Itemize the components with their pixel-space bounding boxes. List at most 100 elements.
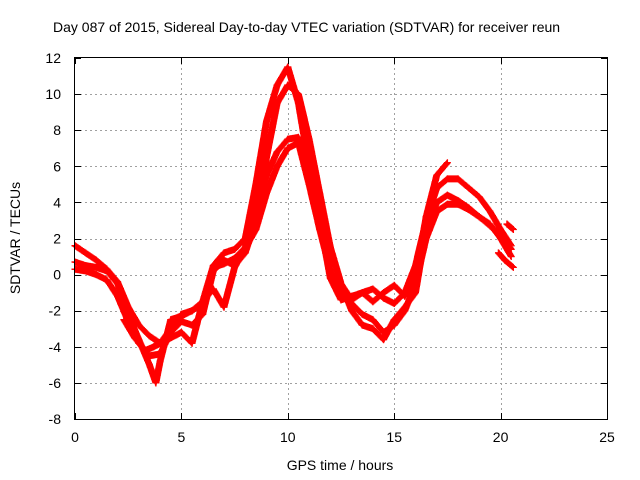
data-point [369, 325, 377, 333]
data-point [145, 332, 153, 340]
data-point [305, 135, 313, 143]
data-point [92, 256, 100, 264]
x-tick-label-2: 10 [280, 429, 296, 445]
data-point [326, 244, 334, 252]
x-tick-label-5: 25 [599, 429, 615, 445]
x-tick-label-4: 20 [493, 429, 509, 445]
data-point [252, 180, 260, 188]
data-point [305, 180, 313, 188]
data-point [167, 316, 175, 324]
y-tick-label-5: 2 [53, 231, 61, 247]
y-tick-label-2: -4 [49, 339, 62, 355]
data-point [326, 267, 334, 275]
data-point [135, 321, 143, 329]
data-point [475, 213, 483, 221]
data-point [358, 321, 366, 329]
data-point [501, 256, 509, 264]
data-point [92, 263, 100, 271]
data-point [220, 249, 228, 257]
data-point [263, 189, 271, 197]
data-point [358, 310, 366, 318]
data-point [199, 298, 207, 306]
data-point [486, 207, 494, 215]
y-tick-label-9: 10 [45, 86, 61, 102]
x-tick-label-3: 15 [386, 429, 402, 445]
series-trace-5 [494, 249, 517, 271]
data-point [443, 200, 451, 208]
data-point [401, 307, 409, 315]
data-point [188, 339, 196, 347]
data-point [433, 171, 441, 179]
data-point [103, 276, 111, 284]
data-point [82, 267, 90, 275]
x-tick-label-1: 5 [178, 429, 186, 445]
data-point [422, 235, 430, 242]
data-point [433, 198, 441, 206]
data-points [71, 63, 517, 387]
data-point [231, 245, 239, 253]
chart-title: Day 087 of 2015, Sidereal Day-to-day VTE… [53, 19, 560, 35]
data-point [284, 144, 292, 152]
data-point [263, 153, 271, 161]
series-trail-6 [503, 220, 516, 233]
data-point [294, 90, 302, 98]
y-tick-label-4: 0 [53, 267, 61, 283]
data-point [509, 225, 517, 233]
data-point [454, 175, 462, 183]
data-point [337, 296, 345, 304]
x-tick-label-0: 0 [71, 429, 79, 445]
data-point [141, 346, 149, 354]
data-point [273, 148, 281, 156]
data-point [177, 310, 185, 318]
grid [75, 58, 607, 419]
data-point [156, 350, 164, 358]
data-point [156, 357, 164, 365]
y-tick-label-1: -6 [49, 375, 62, 391]
data-point [209, 263, 217, 271]
data-point [273, 162, 281, 170]
data-point [369, 298, 377, 306]
x-axis-label: GPS time / hours [287, 457, 394, 473]
data-point [348, 307, 356, 315]
data-point [443, 175, 451, 183]
data-point [337, 289, 345, 297]
data-point [380, 328, 388, 336]
y-axis-label: SDTVAR / TECUs [7, 182, 23, 294]
data-point [390, 299, 398, 307]
data-point [475, 193, 483, 201]
y-tick-label-6: 4 [53, 194, 61, 210]
data-point [433, 184, 441, 192]
series-trace-6 [503, 220, 517, 233]
data-point [220, 260, 228, 268]
data-point [114, 278, 122, 286]
data-point [369, 285, 377, 293]
data-point [167, 325, 175, 333]
data-point [263, 171, 271, 179]
data-point [284, 63, 292, 71]
data-point [177, 328, 185, 336]
data-point [348, 299, 356, 307]
data-point [273, 81, 281, 89]
data-point [486, 222, 494, 230]
data-point [316, 225, 324, 233]
data-point [273, 99, 281, 107]
data-point [443, 159, 451, 167]
data-point [454, 200, 462, 208]
data-point [209, 285, 217, 293]
series-trace-1 [71, 63, 451, 387]
data-point [145, 352, 153, 360]
data-point [252, 225, 260, 233]
data-point [433, 207, 441, 215]
data-point [152, 379, 160, 387]
data-point [494, 249, 502, 257]
y-tick-label-7: 6 [53, 158, 61, 174]
data-point [497, 231, 505, 239]
data-point [369, 316, 377, 324]
data-point [465, 184, 473, 192]
data-point [507, 253, 515, 261]
data-point [443, 191, 451, 199]
data-point [120, 316, 128, 324]
data-point [145, 361, 153, 369]
data-point [411, 280, 419, 288]
